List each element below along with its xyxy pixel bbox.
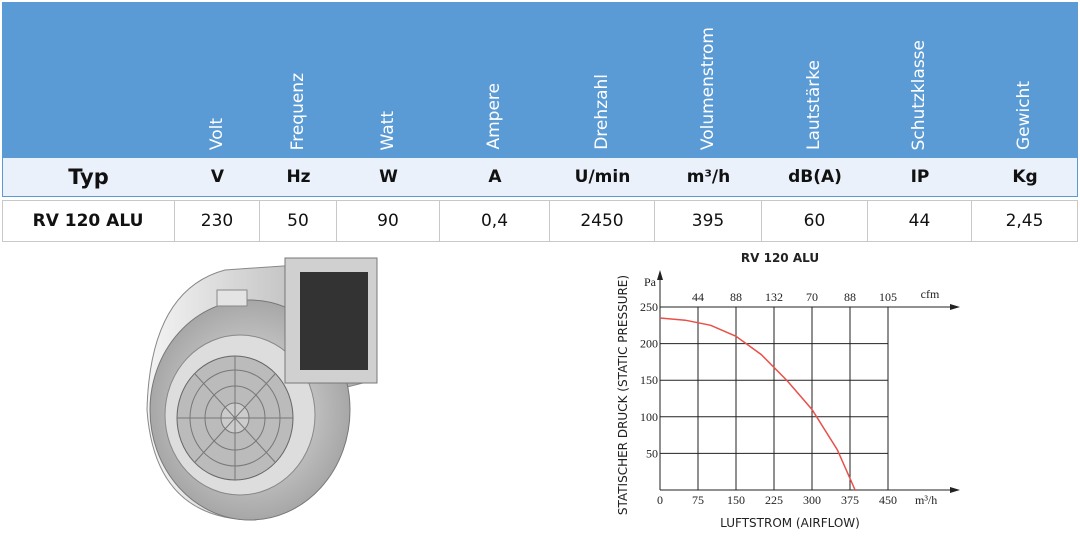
x-tick-label: 300 — [803, 493, 821, 507]
cell-value: 2450 — [550, 200, 655, 242]
y-tick-label: 50 — [646, 446, 658, 460]
column-unit: U/min — [574, 167, 631, 187]
x-tick-label: 450 — [879, 493, 897, 507]
column-unit: Hz — [286, 167, 311, 187]
arrow — [950, 304, 960, 310]
x2-unit: cfm — [921, 287, 940, 301]
x2-tick-label: 132 — [765, 290, 783, 304]
x-tick-label: 225 — [765, 493, 783, 507]
chart-title: RV 120 ALU — [741, 251, 819, 265]
y-axis-label: STATISCHER DRUCK (STATIC PRESSURE) — [616, 275, 630, 515]
column-unit: Kg — [1012, 167, 1038, 187]
chart: RV 120 ALU 50 100 150 200 250 0 75 150 225 300 375 4… — [616, 251, 960, 530]
cell-value: 50 — [260, 200, 337, 242]
column-name: Ampere — [484, 83, 504, 150]
x-tick-label: 375 — [841, 493, 859, 507]
header-band — [2, 2, 1078, 157]
column-unit: IP — [910, 167, 930, 187]
row-type: RV 120 ALU — [2, 200, 175, 242]
x-tick-label: 0 — [657, 493, 663, 507]
fan-image — [146, 257, 378, 521]
column-unit: m³/h — [686, 167, 731, 187]
type-label: Typ — [68, 165, 109, 189]
arrow — [657, 270, 663, 280]
cell-value: 60 — [762, 200, 868, 242]
x2-tick-label: 88 — [844, 290, 856, 304]
column-unit: A — [488, 167, 502, 187]
x2-tick-label: 70 — [806, 290, 818, 304]
y-tick-label: 200 — [640, 337, 658, 351]
cell-value: 2,45 — [972, 200, 1078, 242]
column-name: Schutzklasse — [909, 39, 929, 150]
column-name: Volumenstrom — [697, 26, 718, 150]
column-unit: dB(A) — [788, 167, 842, 187]
column-name: Watt — [377, 110, 398, 150]
cell-value: 90 — [337, 200, 440, 242]
x-tick-label: 75 — [692, 493, 704, 507]
x-tick-label: 150 — [727, 493, 745, 507]
column-unit: V — [210, 167, 225, 187]
column-name: Frequenz — [287, 72, 308, 150]
column-name: Volt — [206, 117, 227, 150]
cell-value: 44 — [868, 200, 972, 242]
cell-value: 395 — [655, 200, 762, 242]
x2-tick-label: 88 — [730, 290, 742, 304]
arrow — [950, 487, 960, 493]
x-axis-label: LUFTSTROM (AIRFLOW) — [720, 516, 860, 530]
column-name: Drehzahl — [591, 74, 612, 150]
column-unit: W — [379, 167, 398, 187]
y-tick-label: 250 — [640, 300, 658, 314]
column-name: Lautstärke — [804, 60, 824, 150]
y-unit: Pa — [644, 275, 657, 289]
cell-value: 230 — [175, 200, 260, 242]
y-tick-label: 100 — [640, 410, 658, 424]
column-name: Gewicht — [1014, 80, 1034, 150]
unit-row — [2, 157, 1078, 197]
cell-value: 0,4 — [440, 200, 550, 242]
curve — [659, 317, 856, 491]
x-unit: m³/h — [915, 493, 937, 507]
y-tick-label: 150 — [640, 373, 658, 387]
x2-tick-label: 44 — [692, 290, 704, 304]
x2-tick-label: 105 — [879, 290, 897, 304]
